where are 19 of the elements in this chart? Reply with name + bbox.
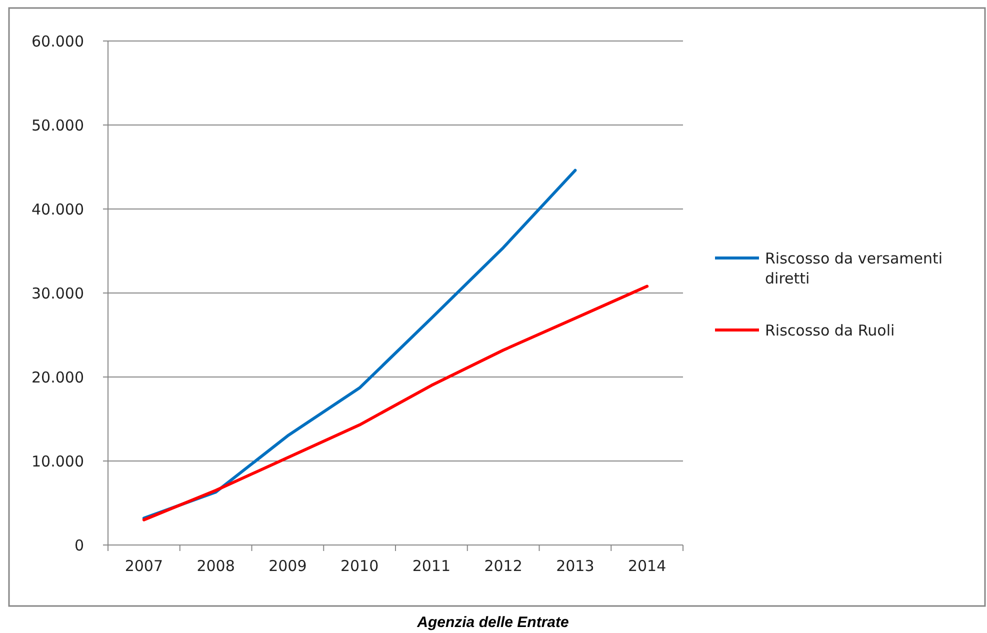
x-tick-label: 2013 — [556, 557, 594, 575]
legend-label: Riscosso da versamenti diretti — [765, 249, 943, 288]
y-tick-label: 20.000 — [32, 368, 84, 386]
y-tick-label: 0 — [74, 536, 84, 554]
y-tick-label: 50.000 — [32, 116, 84, 134]
legend-label: Riscosso da Ruoli — [765, 321, 895, 340]
x-tick-label: 2012 — [484, 557, 522, 575]
line-series — [142, 284, 649, 522]
x-tick-label: 2010 — [340, 557, 379, 575]
y-tick-label: 60.000 — [32, 32, 84, 50]
y-tick-label: 30.000 — [32, 284, 84, 302]
x-tick-label: 2007 — [124, 557, 164, 575]
text: Agenzia delle Entrate — [416, 614, 569, 631]
y-tick-label: 40.000 — [32, 200, 84, 218]
x-tick-label: 2011 — [412, 557, 451, 575]
x-tick-label: 2008 — [196, 557, 235, 575]
x-tick-label: 2014 — [628, 557, 666, 575]
x-tick-label: 2009 — [268, 557, 307, 575]
y-tick-label: 10.000 — [32, 452, 84, 470]
